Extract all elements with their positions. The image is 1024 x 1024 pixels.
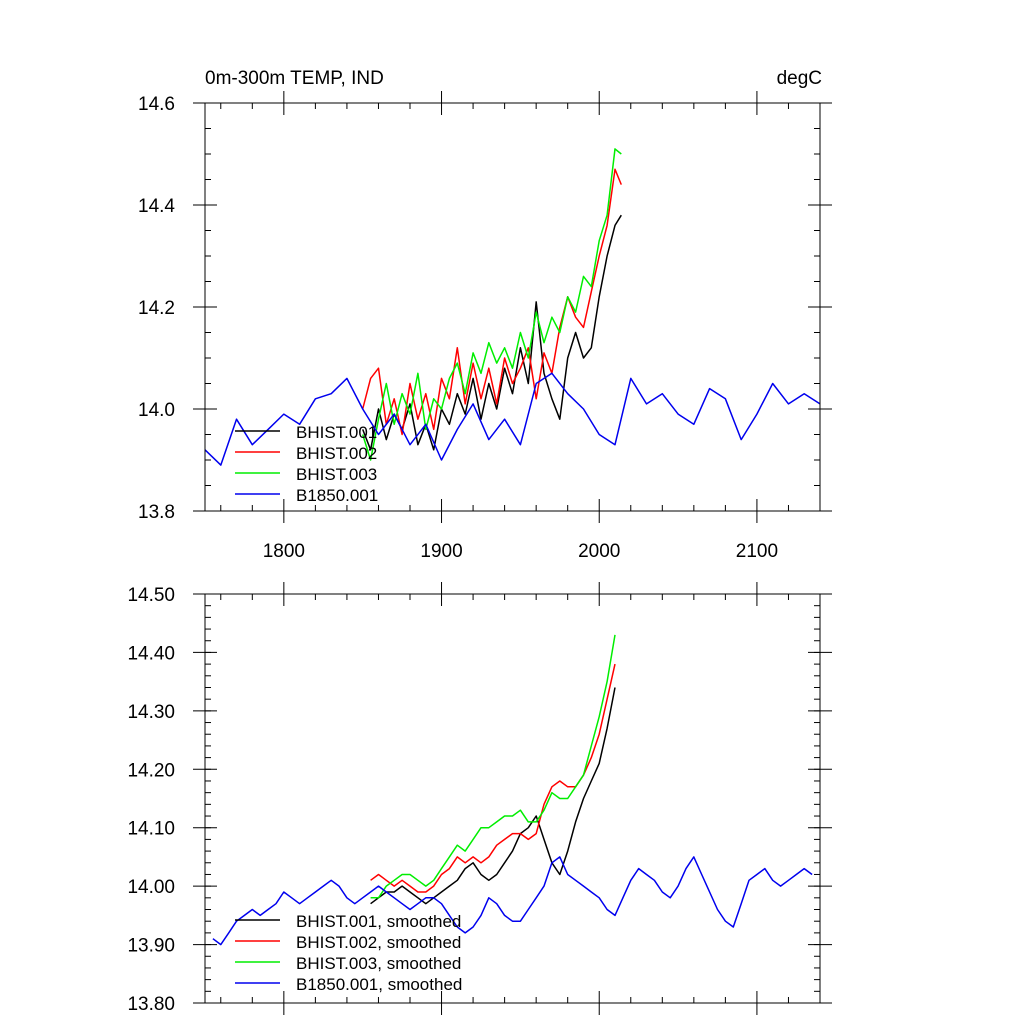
legend-label: BHIST.001, smoothed bbox=[296, 912, 461, 931]
y-tick-label: 14.20 bbox=[127, 760, 175, 781]
plot-title: 0m-300m TEMP, IND bbox=[205, 68, 384, 89]
bottom-plot-panel: 13.80 13.90 14.00 14.10 14.20 14.30 14.40 14.50… bbox=[127, 582, 832, 1015]
legend-label: BHIST.002, smoothed bbox=[296, 933, 461, 952]
series-line-bhist-003-smoothed bbox=[370, 634, 616, 899]
bottom-legend: BHIST.001, smoothed BHIST.002, smoothed BH… bbox=[235, 912, 462, 994]
x-tick-label: 2000 bbox=[578, 541, 620, 562]
x-tick-label: 2100 bbox=[736, 541, 778, 562]
top-plot-frame bbox=[204, 102, 821, 512]
series-line-bhist-001 bbox=[362, 214, 622, 451]
y-tick-label: 14.10 bbox=[127, 819, 175, 840]
x-tick-label: 1900 bbox=[420, 541, 462, 562]
series-line-bhist-002-smoothed bbox=[370, 663, 616, 893]
y-tick-label: 14.30 bbox=[127, 702, 175, 723]
y-tick-label: 14.00 bbox=[127, 877, 175, 898]
y-tick-label: 14.6 bbox=[138, 94, 175, 115]
top-legend: BHIST.001 BHIST.002 BHIST.003 B1850.001 bbox=[235, 423, 378, 505]
y-tick-label: 14.2 bbox=[138, 298, 175, 319]
series-line-bhist-002 bbox=[361, 168, 622, 436]
legend-label: BHIST.003 bbox=[296, 465, 377, 484]
series-line-b1850-001-smoothed bbox=[212, 856, 813, 946]
legend-label: BHIST.002 bbox=[296, 444, 377, 463]
top-series-lines bbox=[204, 148, 821, 466]
series-line-bhist-003 bbox=[361, 148, 622, 461]
y-tick-label: 14.4 bbox=[138, 196, 175, 217]
x-tick-label: 1800 bbox=[263, 541, 305, 562]
units-label: degC bbox=[777, 68, 822, 89]
bottom-plot-frame bbox=[204, 593, 821, 1004]
legend-label: B1850.001, smoothed bbox=[296, 975, 462, 994]
bottom-series-lines bbox=[212, 634, 813, 946]
top-plot-panel: 0m-300m TEMP, IND degC 1800 1900 2000 2100 1… bbox=[138, 68, 832, 562]
legend-label: B1850.001 bbox=[296, 486, 378, 505]
series-line-bhist-001-smoothed bbox=[370, 687, 616, 905]
series-line-b1850-001 bbox=[204, 372, 821, 466]
legend-label: BHIST.003, smoothed bbox=[296, 954, 461, 973]
legend-label: BHIST.001 bbox=[296, 423, 377, 442]
y-tick-label: 13.90 bbox=[127, 936, 175, 957]
y-tick-label: 13.80 bbox=[127, 994, 175, 1015]
y-tick-label: 14.40 bbox=[127, 643, 175, 664]
y-tick-label: 13.8 bbox=[138, 502, 175, 523]
y-tick-label: 14.0 bbox=[138, 400, 175, 421]
y-tick-label: 14.50 bbox=[127, 585, 175, 606]
